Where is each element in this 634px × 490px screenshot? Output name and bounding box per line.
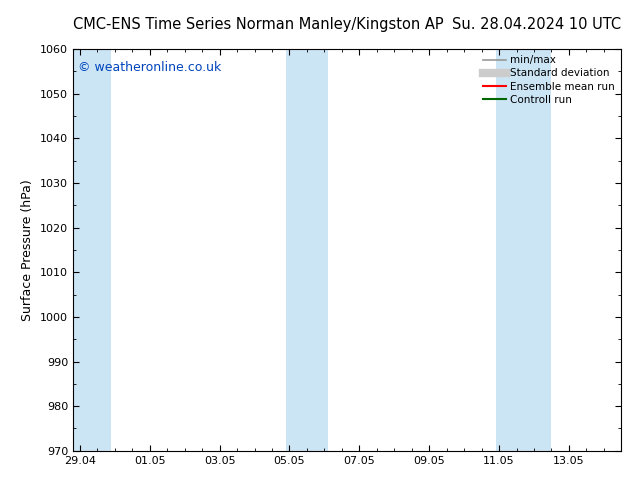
Text: Su. 28.04.2024 10 UTC: Su. 28.04.2024 10 UTC bbox=[452, 17, 621, 32]
Bar bbox=[496, 49, 552, 451]
Bar bbox=[286, 49, 328, 451]
Text: © weatheronline.co.uk: © weatheronline.co.uk bbox=[79, 61, 222, 74]
Text: CMC-ENS Time Series Norman Manley/Kingston AP: CMC-ENS Time Series Norman Manley/Kingst… bbox=[73, 17, 444, 32]
Legend: min/max, Standard deviation, Ensemble mean run, Controll run: min/max, Standard deviation, Ensemble me… bbox=[479, 51, 619, 109]
Y-axis label: Surface Pressure (hPa): Surface Pressure (hPa) bbox=[22, 179, 34, 321]
Bar bbox=[73, 49, 112, 451]
